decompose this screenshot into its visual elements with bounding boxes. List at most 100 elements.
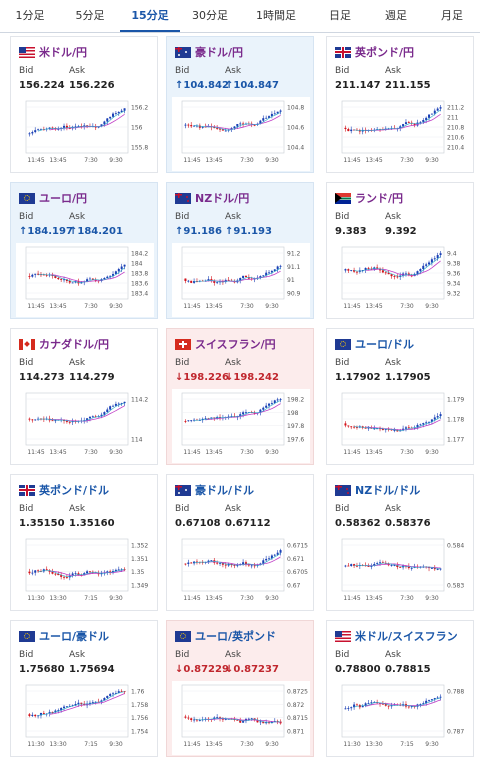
currency-pair-link[interactable]: 米ドル/スイスフラン <box>335 628 458 644</box>
currency-pair-name: カナダドル/円 <box>39 338 110 351</box>
rate-card[interactable]: ユーロ/英ポンド Bid Ask ↓0.87229 ↓0.87237 0.8725 0.87… <box>166 620 314 757</box>
candle-body <box>259 409 262 413</box>
candle-body <box>407 706 410 708</box>
candle-body <box>436 569 439 570</box>
rate-card[interactable]: NZドル/ドル Bid Ask 0.58362 0.58376 0.584 0.583 11:… <box>326 474 474 611</box>
candle-body <box>428 262 431 265</box>
currency-pair-link[interactable]: 英ポンド/ドル <box>19 482 109 498</box>
candle-body <box>207 279 210 281</box>
candle-body <box>71 282 74 284</box>
candle-body <box>42 274 45 276</box>
x-tick-label: 13:45 <box>205 303 222 310</box>
y-tick-label: 9.36 <box>447 271 461 278</box>
tab-6[interactable]: 週足 <box>385 9 407 22</box>
y-tick-label: 198 <box>287 410 299 417</box>
moving-average-line <box>49 693 125 715</box>
candle-body <box>430 259 433 263</box>
candle-body <box>247 123 250 125</box>
rate-card[interactable]: ユーロ/豪ドル Bid Ask 1.75680 1.75694 1.76 1.758 1.75… <box>10 620 158 757</box>
eu-flag-icon <box>335 338 351 350</box>
candle-body <box>198 420 201 421</box>
rate-card[interactable]: 英ポンド/円 Bid Ask 211.147 211.155 211.2 211 210.8 2… <box>326 36 474 173</box>
currency-pair-link[interactable]: ユーロ/ドル <box>335 336 414 352</box>
candle-body <box>364 703 367 706</box>
tab-2[interactable]: 15分足 <box>120 0 180 32</box>
candle-body <box>219 562 222 564</box>
y-tick-label: 210.4 <box>447 145 464 152</box>
candle-body <box>60 707 63 711</box>
currency-pair-link[interactable]: スイスフラン/円 <box>175 336 276 352</box>
y-tick-label: 211 <box>447 115 459 122</box>
tab-1[interactable]: 5分足 <box>75 9 105 22</box>
candle-body <box>384 272 387 274</box>
candle-body <box>100 700 103 702</box>
currency-pair-link[interactable]: 英ポンド/円 <box>335 44 414 60</box>
rate-card[interactable]: 米ドル/スイスフラン Bid Ask 0.78800 0.78815 0.788 0.787… <box>326 620 474 757</box>
price-chart: 91.2 91.1 91 90.9 11:45 13:45 7:30 9:30 <box>172 243 310 317</box>
currency-pair-link[interactable]: 米ドル/円 <box>19 44 87 60</box>
tab-3[interactable]: 30分足 <box>192 9 228 22</box>
ask-label: Ask <box>69 66 86 76</box>
rate-card[interactable]: 豪ドル/円 Bid Ask ↑104.842 ↑104.847 104.8 104.6 104… <box>166 36 314 173</box>
candle-body <box>428 700 431 701</box>
gb-flag-icon <box>335 46 351 58</box>
currency-pair-link[interactable]: 豪ドル/ドル <box>175 482 254 498</box>
y-tick-label: 114.2 <box>131 397 148 404</box>
rate-card[interactable]: 米ドル/円 Bid Ask 156.224 156.226 156.2 156 155.8 11… <box>10 36 158 173</box>
currency-pair-name: 英ポンド/円 <box>355 46 415 59</box>
candle-body <box>381 703 384 705</box>
currency-pair-link[interactable]: NZドル/円 <box>175 190 249 206</box>
ask-value: ↑91.193 <box>225 226 272 237</box>
candle-body <box>396 276 399 278</box>
candle-body <box>273 113 276 115</box>
candle-body <box>123 264 126 267</box>
candle-body <box>112 113 115 117</box>
tab-4[interactable]: 1時間足 <box>256 9 296 22</box>
rate-card[interactable]: カナダドル/円 Bid Ask 114.273 114.279 114.2 114 11:45… <box>10 328 158 465</box>
rate-card[interactable]: スイスフラン/円 Bid Ask ↓198.226 ↓198.242 198.2 198 19… <box>166 328 314 465</box>
rate-card[interactable]: ユーロ/ドル Bid Ask 1.17902 1.17905 1.179 1.178 1.17… <box>326 328 474 465</box>
candle-body <box>276 552 279 555</box>
moving-average-line <box>205 270 281 283</box>
tab-5[interactable]: 日足 <box>329 9 351 22</box>
candle-body <box>48 127 51 129</box>
x-tick-label: 11:45 <box>183 741 200 748</box>
candle-body <box>100 572 103 575</box>
currency-pair-link[interactable]: ユーロ/豪ドル <box>19 628 109 644</box>
candle-body <box>184 563 187 565</box>
candle-body <box>117 268 120 272</box>
candle-body <box>34 570 37 573</box>
bid-value: 1.35150 <box>19 518 65 529</box>
tab-7[interactable]: 月足 <box>441 9 463 22</box>
rate-card[interactable]: 豪ドル/ドル Bid Ask 0.67108 0.67112 0.6715 0.671 0.6… <box>166 474 314 611</box>
tab-0[interactable]: 1分足 <box>15 9 45 22</box>
rate-card[interactable]: 英ポンド/ドル Bid Ask 1.35150 1.35160 1.352 1.351 1.3… <box>10 474 158 611</box>
currency-pair-link[interactable]: ランド/円 <box>335 190 403 206</box>
x-tick-label: 13:45 <box>205 449 222 456</box>
currency-pair-link[interactable]: 豪ドル/円 <box>175 44 243 60</box>
candle-body <box>71 705 74 707</box>
currency-pair-name: 豪ドル/ドル <box>195 484 255 497</box>
rate-card[interactable]: ユーロ/円 Bid Ask ↑184.197 ↑184.201 184.2 184 183.8… <box>10 182 158 319</box>
candle-body <box>65 706 68 708</box>
bid-value: 114.273 <box>19 372 65 383</box>
candle-body <box>42 712 45 714</box>
currency-pair-link[interactable]: ユーロ/英ポンド <box>175 628 276 644</box>
x-tick-label: 11:30 <box>343 741 360 748</box>
currency-pair-link[interactable]: NZドル/ドル <box>335 482 420 498</box>
x-tick-label: 9:30 <box>109 595 123 602</box>
ask-value: 114.279 <box>69 372 115 383</box>
rate-card[interactable]: NZドル/円 Bid Ask ↑91.186 ↑91.193 91.2 91.1 91 90.9… <box>166 182 314 319</box>
rate-card[interactable]: ランド/円 Bid Ask 9.383 9.392 9.4 9.38 9.36 9.34 9.32… <box>326 182 474 319</box>
eu-flag-icon <box>19 192 35 204</box>
y-tick-label: 1.756 <box>131 715 148 722</box>
x-tick-label: 9:30 <box>425 741 439 748</box>
x-tick-label: 7:30 <box>84 449 98 456</box>
currency-pair-link[interactable]: カナダドル/円 <box>19 336 109 352</box>
bid-value: ↑184.197 <box>19 226 73 237</box>
currency-pair-link[interactable]: ユーロ/円 <box>19 190 87 206</box>
candle-body <box>439 696 442 698</box>
candle-body <box>37 129 40 131</box>
chart-frame <box>181 392 285 446</box>
x-tick-label: 7:15 <box>84 741 98 748</box>
